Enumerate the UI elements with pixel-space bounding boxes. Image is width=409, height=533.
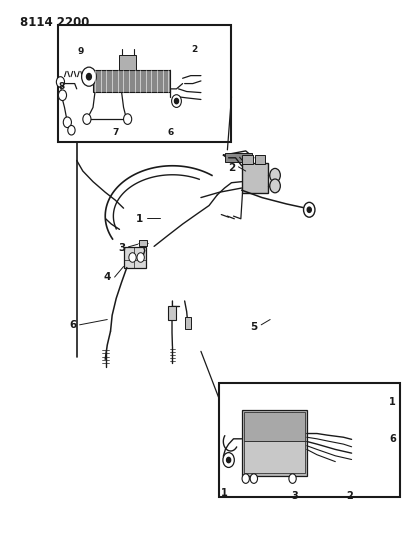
Text: 8: 8	[58, 82, 65, 91]
Circle shape	[83, 114, 91, 124]
Text: 1: 1	[388, 397, 395, 407]
Bar	[58, 25, 231, 142]
Circle shape	[269, 179, 280, 193]
Bar	[167, 306, 176, 319]
Circle shape	[56, 77, 64, 87]
Circle shape	[67, 125, 75, 135]
Bar	[219, 383, 400, 497]
Bar	[93, 70, 170, 92]
Circle shape	[269, 168, 280, 182]
Circle shape	[306, 207, 310, 213]
Circle shape	[249, 474, 257, 483]
Text: 7: 7	[112, 128, 118, 138]
Text: 3: 3	[118, 243, 125, 253]
Bar	[241, 163, 267, 193]
Bar	[139, 240, 147, 246]
Bar	[254, 155, 264, 164]
Text: 6: 6	[69, 320, 76, 330]
Text: 6: 6	[388, 434, 395, 444]
Text: 8114 2200: 8114 2200	[20, 15, 89, 29]
Circle shape	[174, 99, 178, 104]
Circle shape	[86, 74, 91, 80]
Text: 6: 6	[167, 128, 173, 138]
Circle shape	[303, 203, 314, 217]
Circle shape	[171, 95, 181, 108]
Text: 2: 2	[191, 45, 198, 54]
Bar	[242, 155, 252, 164]
Circle shape	[63, 117, 71, 127]
Circle shape	[222, 453, 234, 467]
Circle shape	[81, 67, 96, 86]
Text: 4: 4	[103, 272, 111, 282]
Bar	[119, 55, 135, 70]
Bar	[241, 410, 306, 476]
Circle shape	[123, 114, 131, 124]
Bar	[224, 153, 252, 161]
Text: 1: 1	[136, 214, 143, 224]
Bar	[123, 247, 146, 268]
Circle shape	[226, 457, 230, 463]
Circle shape	[137, 253, 144, 262]
Circle shape	[128, 253, 136, 262]
Text: 1: 1	[220, 488, 227, 498]
Text: 3: 3	[290, 490, 297, 500]
Bar	[243, 441, 304, 473]
Text: 9: 9	[77, 47, 84, 56]
Circle shape	[241, 474, 249, 483]
Text: 2: 2	[345, 490, 352, 500]
Circle shape	[58, 90, 66, 101]
Bar	[243, 413, 304, 441]
Text: 5: 5	[249, 322, 257, 333]
Text: 2: 2	[227, 164, 234, 173]
Circle shape	[288, 474, 295, 483]
Bar	[184, 317, 190, 329]
